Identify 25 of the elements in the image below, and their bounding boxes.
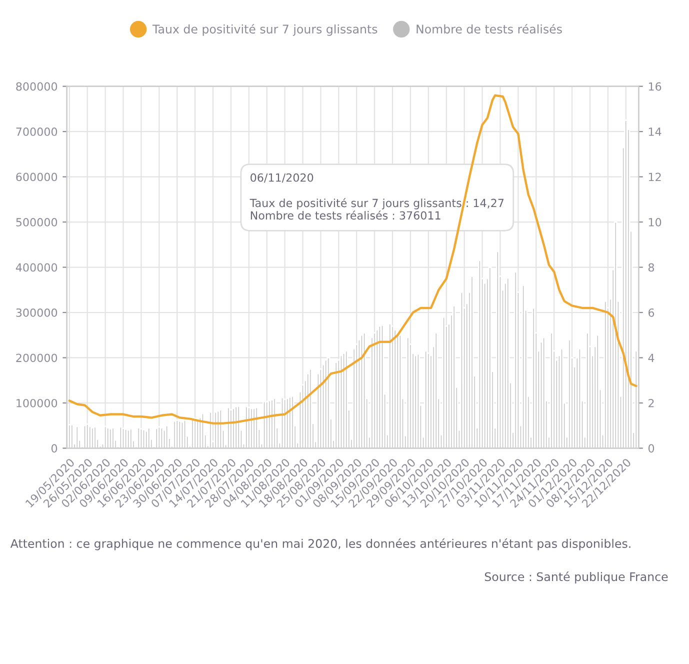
- y2-tick-label: 0: [648, 444, 654, 453]
- source-note: Source : Santé publique France: [484, 572, 668, 584]
- y2-tick-label: 12: [648, 172, 661, 182]
- y2-tick-label: 2: [648, 398, 654, 408]
- y-tick-label: 400000: [16, 263, 58, 272]
- legend-label: Taux de positivité sur 7 jours glissants: [152, 24, 378, 36]
- y2-tick-label: 16: [648, 82, 662, 91]
- y2-tick-label: 10: [648, 218, 662, 226]
- y-tick-label: 200000: [16, 354, 58, 362]
- annotation: 06/11/2020: [250, 173, 314, 183]
- y2-tick-label: 14: [648, 128, 662, 136]
- y-tick-label: 500000: [16, 218, 58, 226]
- annotation: Taux de positivité sur 7 jours glissants : 14,27: [250, 198, 504, 210]
- y-tick-label: 300000: [16, 308, 58, 317]
- y-tick-label: 600000: [16, 172, 58, 182]
- y2-tick-label: 4: [648, 354, 654, 362]
- y2-tick-label: 8: [648, 263, 654, 272]
- y-tick-label: 0: [51, 444, 58, 453]
- y-tick-label: 100000: [16, 398, 58, 408]
- y2-tick-label: 6: [648, 308, 654, 317]
- text: Attention : ce graphique ne commence qu'en mai 2020, les données antérieures n'étant pas disponibles.: [10, 538, 630, 550]
- legend-label: Nombre de tests réalisés: [416, 24, 562, 34]
- annotation: Nombre de tests réalisés : 376011: [250, 210, 440, 220]
- y-tick-label: 700000: [16, 128, 58, 136]
- y-tick-label: 800000: [16, 82, 58, 91]
